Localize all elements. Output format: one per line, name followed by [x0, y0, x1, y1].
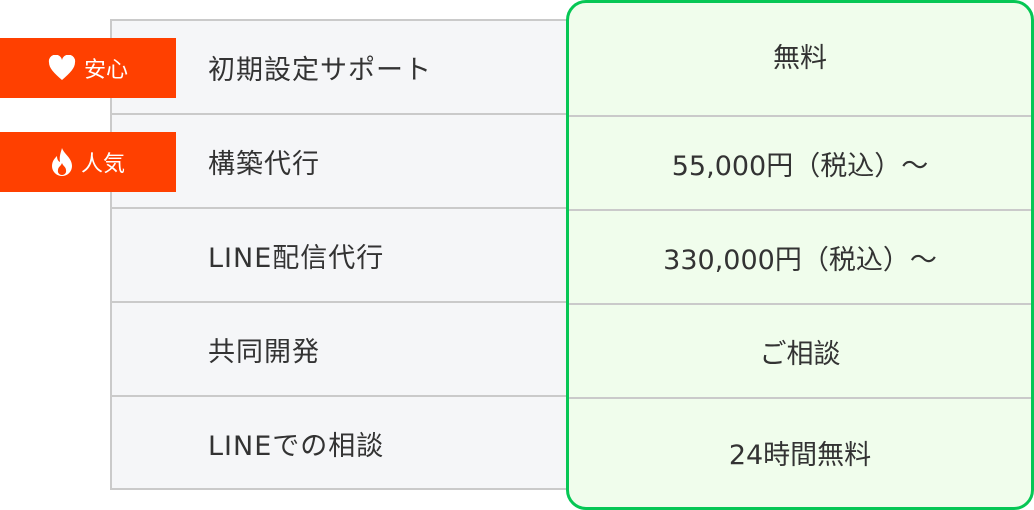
price-value: 330,000円（税込）〜: [663, 244, 937, 276]
badge-label: 人気: [80, 152, 125, 177]
fire-icon: [51, 147, 73, 177]
service-name: 初期設定サポート: [208, 54, 432, 86]
price-value: ご相談: [759, 338, 841, 370]
badge-ninki: 人気: [0, 132, 176, 192]
service-row: 構築代行: [112, 115, 568, 209]
service-row: 共同開発: [112, 303, 568, 397]
service-name: LINE配信代行: [208, 242, 385, 274]
service-row: LINE配信代行: [112, 209, 568, 303]
price-row: 無料: [569, 3, 1031, 117]
heart-icon: [48, 55, 76, 81]
service-row: LINEでの相談: [112, 397, 568, 490]
service-name: LINEでの相談: [208, 431, 385, 462]
price-row: 55,000円（税込）〜: [569, 117, 1031, 211]
price-value: 24時間無料: [728, 440, 872, 471]
price-row: ご相談: [569, 305, 1031, 399]
price-value: 55,000円（税込）〜: [671, 150, 929, 182]
price-value: 無料: [773, 42, 827, 74]
service-column: 初期設定サポート 構築代行 LINE配信代行 共同開発 LINEでの相談: [110, 19, 568, 490]
badge-label: 安心: [83, 58, 128, 83]
badge-anshin: 安心: [0, 38, 176, 98]
price-column: 無料 55,000円（税込）〜 330,000円（税込）〜 ご相談 24時間無料: [566, 0, 1034, 510]
price-row: 330,000円（税込）〜: [569, 211, 1031, 305]
price-row: 24時間無料: [569, 399, 1031, 507]
service-name: 構築代行: [208, 148, 320, 180]
service-row: 初期設定サポート: [112, 21, 568, 115]
service-name: 共同開発: [208, 336, 320, 368]
